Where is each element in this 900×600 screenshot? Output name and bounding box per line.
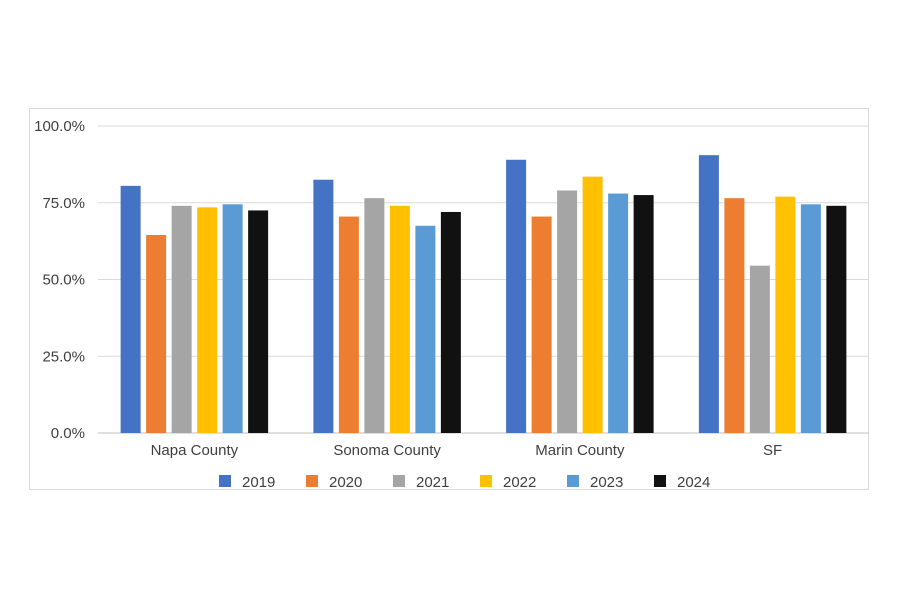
bar-2023-napa-county — [222, 204, 243, 433]
legend-label: 2021 — [416, 474, 449, 491]
legend-swatch — [306, 475, 318, 487]
bar-2021-marin-county — [557, 190, 578, 433]
x-category-label: SF — [763, 442, 782, 459]
legend-label: 2022 — [503, 474, 536, 491]
bar-2024-napa-county — [248, 210, 269, 433]
bar-2021-sonoma-county — [364, 198, 385, 433]
legend-label: 2020 — [329, 474, 362, 491]
y-tick-label: 75.0% — [42, 195, 85, 212]
legend-swatch — [480, 475, 492, 487]
bar-2019-napa-county — [120, 185, 141, 433]
y-tick-label: 50.0% — [42, 272, 85, 289]
bar-2021-sf — [749, 265, 770, 433]
bar-2024-marin-county — [633, 195, 654, 433]
bar-2022-napa-county — [197, 207, 218, 433]
x-category-label: Napa County — [151, 442, 239, 459]
bar-2022-marin-county — [582, 176, 603, 433]
x-category-label: Sonoma County — [333, 442, 441, 459]
legend-label: 2024 — [677, 474, 710, 491]
bar-2020-napa-county — [146, 234, 167, 433]
legend-swatch — [393, 475, 405, 487]
bar-2023-sf — [800, 204, 821, 433]
legend-label: 2023 — [590, 474, 623, 491]
bar-2020-sf — [724, 198, 745, 433]
legend-label: 2019 — [242, 474, 275, 491]
bar-2024-sf — [826, 205, 847, 433]
bar-2024-sonoma-county — [440, 211, 461, 433]
legend-swatch — [654, 475, 666, 487]
bar-2019-sonoma-county — [313, 179, 334, 433]
bar-2023-sonoma-county — [415, 225, 436, 433]
bar-2023-marin-county — [608, 193, 629, 433]
y-tick-label: 100.0% — [34, 118, 85, 135]
bar-2020-sonoma-county — [338, 216, 359, 433]
legend-swatch — [219, 475, 231, 487]
legend-swatch — [567, 475, 579, 487]
x-category-label: Marin County — [535, 442, 625, 459]
y-tick-label: 0.0% — [51, 425, 85, 442]
bar-2019-marin-county — [506, 159, 527, 433]
bar-2021-napa-county — [171, 205, 192, 433]
bar-2020-marin-county — [531, 216, 552, 433]
bar-2019-sf — [698, 155, 719, 434]
bar-2022-sf — [775, 196, 796, 433]
y-tick-label: 25.0% — [42, 348, 85, 365]
bar-2022-sonoma-county — [389, 205, 410, 433]
